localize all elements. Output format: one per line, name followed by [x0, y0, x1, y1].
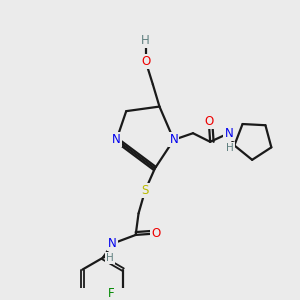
Text: N: N — [112, 133, 121, 146]
Text: F: F — [108, 286, 114, 300]
Text: N: N — [224, 127, 233, 140]
Text: O: O — [141, 55, 150, 68]
Text: H: H — [106, 253, 114, 263]
Text: N: N — [169, 133, 178, 146]
Text: O: O — [204, 115, 213, 128]
Text: H: H — [141, 34, 150, 46]
Text: S: S — [141, 184, 149, 197]
Text: H: H — [226, 142, 234, 152]
Text: O: O — [151, 227, 160, 240]
Text: N: N — [108, 237, 117, 250]
